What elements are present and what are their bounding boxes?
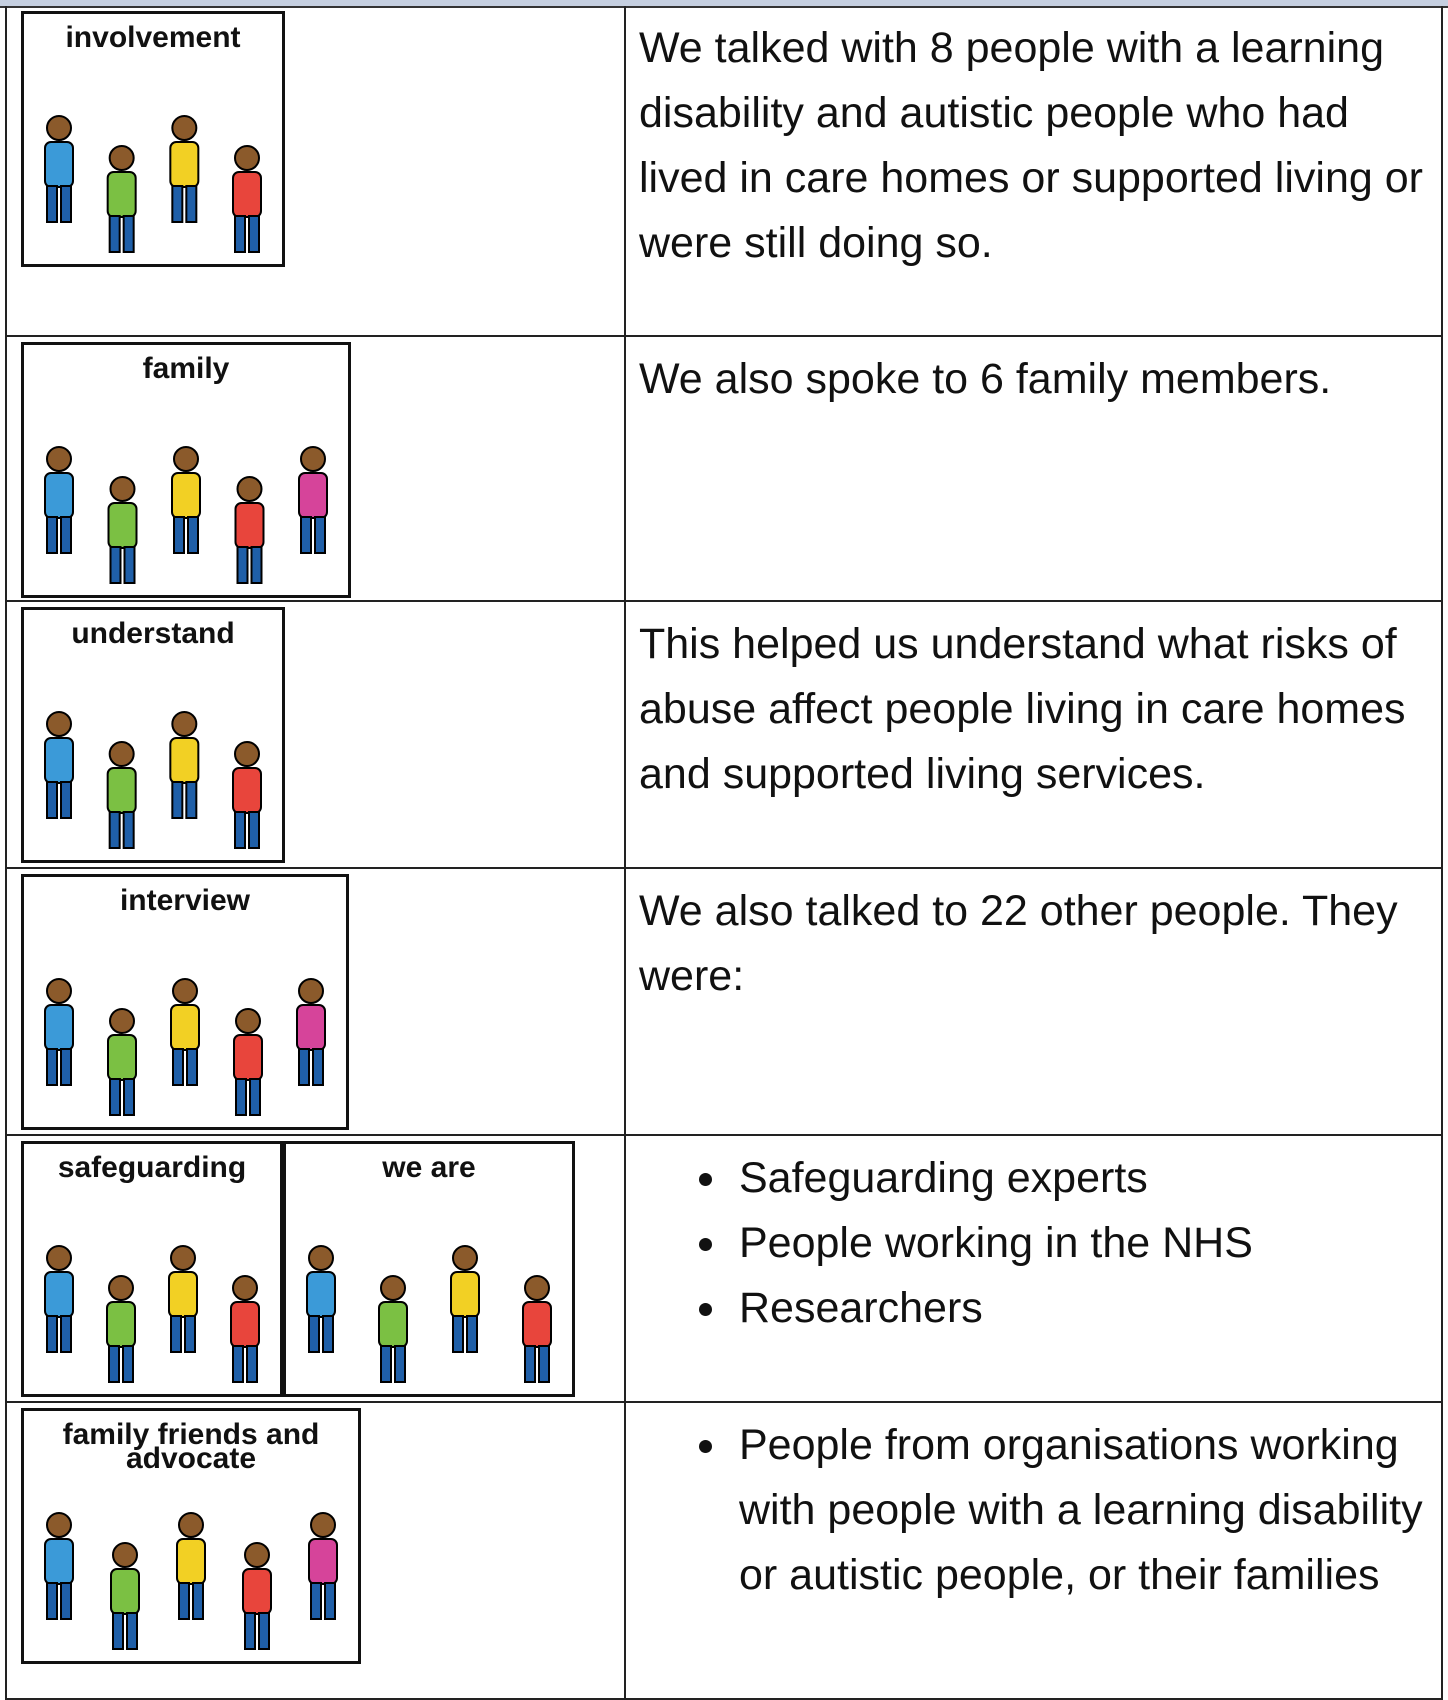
bullet-item: Researchers bbox=[731, 1276, 1431, 1341]
row-text: This helped us understand what risks of … bbox=[639, 620, 1406, 798]
image-cell: understand bbox=[7, 602, 626, 867]
row-text: We also spoke to 6 family members. bbox=[639, 355, 1332, 403]
header-bar bbox=[0, 0, 1448, 8]
symbol-icon bbox=[44, 711, 262, 849]
symbol-label: understand bbox=[71, 617, 235, 650]
symbol: we are bbox=[283, 1141, 575, 1397]
image-cell: interview bbox=[7, 869, 626, 1134]
image-cell: family friends and advocate bbox=[7, 1403, 626, 1698]
bullet-item: Safeguarding experts bbox=[731, 1146, 1431, 1211]
symbol: interview bbox=[21, 874, 349, 1130]
symbol-icon bbox=[44, 1245, 260, 1383]
symbol: family bbox=[21, 342, 351, 598]
table-row: family We also spoke to 6 family members. bbox=[5, 337, 1443, 602]
row-text: People from organisations working with p… bbox=[639, 1413, 1431, 1608]
symbol-label: interview bbox=[119, 884, 251, 917]
bullet-list: Safeguarding expertsPeople working in th… bbox=[639, 1146, 1431, 1341]
symbol-icon bbox=[44, 1512, 338, 1650]
symbol-label: family friends and advocate bbox=[62, 1418, 320, 1475]
bullet-item: People from organisations working with p… bbox=[731, 1413, 1431, 1608]
row-text: Safeguarding expertsPeople working in th… bbox=[639, 1146, 1431, 1341]
bullet-list: People from organisations working with p… bbox=[639, 1413, 1431, 1608]
symbol-icon bbox=[306, 1245, 552, 1383]
table-row: involvement We talked with 8 people with … bbox=[5, 6, 1443, 337]
row-text: We also talked to 22 other people. They … bbox=[639, 887, 1398, 1000]
symbol-label: involvement bbox=[65, 21, 241, 54]
symbol-icon bbox=[44, 978, 326, 1116]
table-row: interview We also talked to 22 other peop… bbox=[5, 869, 1443, 1136]
symbol-icon bbox=[44, 446, 328, 584]
bullet-item: People working in the NHS bbox=[731, 1211, 1431, 1276]
image-cell: involvement bbox=[7, 6, 626, 335]
page: involvement We talked with 8 people with … bbox=[0, 0, 1448, 1658]
image-cell: safeguarding we are bbox=[7, 1136, 626, 1401]
symbol-label: safeguarding bbox=[57, 1151, 247, 1184]
table-row: understand This helped us understand what… bbox=[5, 602, 1443, 869]
image-cell: family bbox=[7, 337, 626, 600]
symbol: family friends and advocate bbox=[21, 1408, 361, 1664]
symbol-icon bbox=[44, 115, 262, 253]
symbol: safeguarding bbox=[21, 1141, 283, 1397]
symbol-label: family bbox=[142, 352, 230, 385]
symbol: understand bbox=[21, 607, 285, 863]
symbol-label: we are bbox=[382, 1151, 476, 1184]
symbol: involvement bbox=[21, 11, 285, 267]
row-text: We talked with 8 people with a learning … bbox=[639, 24, 1423, 267]
table-row: safeguarding we are Safeguarding expertsPe… bbox=[5, 1136, 1443, 1403]
table-row: family friends and advocate People from o… bbox=[5, 1403, 1443, 1700]
